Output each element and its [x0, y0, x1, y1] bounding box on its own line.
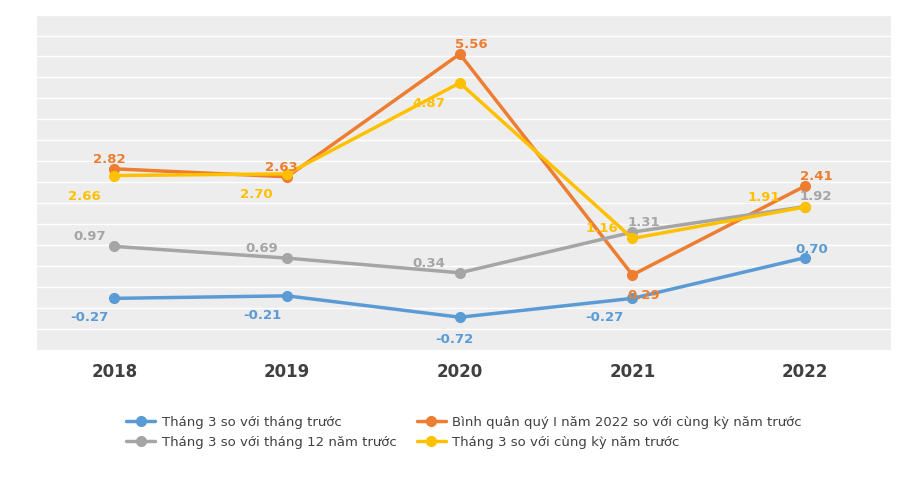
Text: 0.34: 0.34 [413, 257, 446, 270]
Text: 4.87: 4.87 [413, 97, 446, 110]
Text: 1.92: 1.92 [800, 191, 833, 203]
Text: 0.69: 0.69 [245, 242, 278, 255]
Text: 5.56: 5.56 [455, 38, 487, 51]
Text: -0.27: -0.27 [585, 312, 624, 324]
Text: -0.27: -0.27 [71, 312, 108, 324]
Bình quân quý I năm 2022 so với cùng kỳ năm trước [627, 272, 638, 278]
Line: Bình quân quý I năm 2022 so với cùng kỳ năm trước: Bình quân quý I năm 2022 so với cùng kỳ … [109, 49, 810, 280]
Text: 1.31: 1.31 [628, 216, 660, 229]
Text: 2.70: 2.70 [240, 188, 273, 201]
Text: -0.21: -0.21 [243, 309, 281, 322]
Text: 1.16: 1.16 [585, 222, 618, 235]
Tháng 3 so với tháng 12 năm trước [281, 255, 292, 261]
Tháng 3 so với cùng kỳ năm trước [281, 171, 292, 177]
Tháng 3 so với tháng trước [627, 295, 638, 301]
Tháng 3 so với tháng trước [109, 295, 120, 301]
Text: 1.91: 1.91 [747, 191, 779, 204]
Text: 0.29: 0.29 [628, 289, 660, 302]
Text: 0.70: 0.70 [796, 243, 828, 256]
Bình quân quý I năm 2022 so với cùng kỳ năm trước [800, 183, 811, 189]
Tháng 3 so với cùng kỳ năm trước [627, 236, 638, 242]
Tháng 3 so với tháng trước [454, 314, 465, 320]
Line: Tháng 3 so với cùng kỳ năm trước: Tháng 3 so với cùng kỳ năm trước [109, 78, 810, 243]
Tháng 3 so với tháng 12 năm trước [454, 270, 465, 276]
Bình quân quý I năm 2022 so với cùng kỳ năm trước [454, 51, 465, 57]
Tháng 3 so với cùng kỳ năm trước [454, 80, 465, 86]
Tháng 3 so với tháng 12 năm trước [627, 229, 638, 235]
Text: 0.97: 0.97 [74, 230, 106, 243]
Text: -0.72: -0.72 [435, 333, 473, 346]
Legend: Tháng 3 so với tháng trước, Tháng 3 so với tháng 12 năm trước, Bình quân quý I n: Tháng 3 so với tháng trước, Tháng 3 so v… [121, 411, 807, 454]
Tháng 3 so với tháng 12 năm trước [109, 243, 120, 249]
Tháng 3 so với tháng trước [800, 255, 811, 260]
Tháng 3 so với cùng kỳ năm trước [800, 204, 811, 210]
Tháng 3 so với tháng 12 năm trước [800, 204, 811, 209]
Tháng 3 so với cùng kỳ năm trước [109, 173, 120, 178]
Text: 2.82: 2.82 [93, 153, 125, 166]
Line: Tháng 3 so với tháng trước: Tháng 3 so với tháng trước [109, 253, 810, 322]
Bình quân quý I năm 2022 so với cùng kỳ năm trước [281, 174, 292, 180]
Text: 2.66: 2.66 [67, 190, 100, 203]
Text: 2.41: 2.41 [800, 170, 833, 183]
Line: Tháng 3 so với tháng 12 năm trước: Tháng 3 so với tháng 12 năm trước [109, 202, 810, 278]
Bình quân quý I năm 2022 so với cùng kỳ năm trước [109, 166, 120, 172]
Text: 2.63: 2.63 [266, 160, 298, 174]
Tháng 3 so với tháng trước [281, 293, 292, 299]
